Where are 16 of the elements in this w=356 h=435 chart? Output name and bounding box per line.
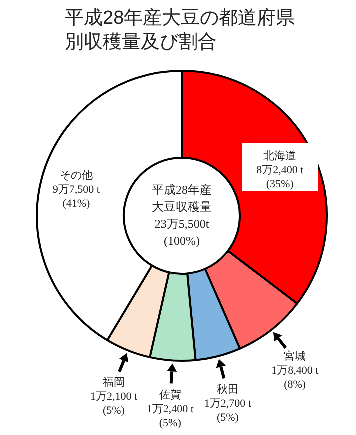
- slice-label: 宮城: [284, 350, 306, 363]
- data-label: 1万2,100 t (5%): [90, 390, 138, 417]
- data-label: 1万2,700 t (5%): [204, 398, 252, 424]
- text: 平成28年産大豆収穫量: [152, 183, 212, 214]
- slice-label: 秋田: [216, 384, 239, 396]
- data-label: 1万8,400 t (8%): [272, 364, 319, 391]
- slice-label: 佐賀: [159, 390, 182, 402]
- slice-label: その他: [60, 170, 93, 182]
- text: (100%): [164, 234, 200, 248]
- data-label: 1万2,400 t (5%): [146, 404, 194, 430]
- text: 23万5,500t: [154, 217, 210, 231]
- slice-label: 福岡: [102, 376, 125, 389]
- data-label: 8万2,400 t (35%): [256, 164, 304, 190]
- slice-label: 北海道: [264, 149, 297, 162]
- chart-title: 平成28年産大豆の都道府県別収穫量及び割合: [65, 7, 296, 53]
- data-label: 9万7,500 t (41%): [52, 184, 100, 210]
